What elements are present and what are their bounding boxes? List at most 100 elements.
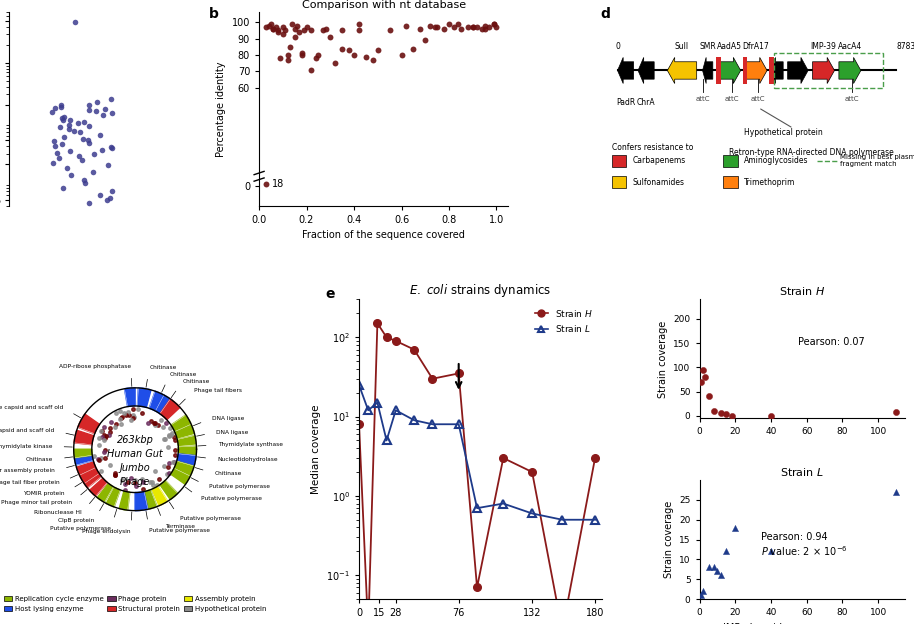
Point xyxy=(96,110,111,120)
Point xyxy=(55,139,69,149)
Point xyxy=(278,26,292,36)
Text: SMR: SMR xyxy=(699,42,716,51)
Bar xyxy=(774,53,883,88)
Point xyxy=(475,24,490,34)
Point xyxy=(52,122,67,132)
Point xyxy=(68,17,82,27)
Text: Thymidylate synthase: Thymidylate synthase xyxy=(218,442,282,447)
Point xyxy=(430,22,444,32)
Polygon shape xyxy=(177,454,197,465)
Point xyxy=(75,155,90,165)
Point xyxy=(352,19,367,29)
Point xyxy=(47,136,61,146)
Point xyxy=(51,154,66,163)
Point xyxy=(707,562,721,572)
Point xyxy=(81,99,96,109)
FancyArrow shape xyxy=(718,57,740,84)
Point xyxy=(82,137,97,147)
Point xyxy=(366,55,380,65)
Polygon shape xyxy=(83,473,101,488)
Point xyxy=(60,163,75,173)
Point xyxy=(335,26,349,36)
Point xyxy=(335,44,349,54)
Point xyxy=(710,567,725,577)
Point xyxy=(46,158,60,168)
Text: attC: attC xyxy=(751,96,766,102)
Point xyxy=(92,190,107,200)
Bar xyxy=(259,91,508,183)
Text: Jumbo: Jumbo xyxy=(120,463,151,473)
Bar xyxy=(769,57,774,84)
Polygon shape xyxy=(160,399,180,420)
Point xyxy=(477,24,492,34)
Point xyxy=(888,487,903,497)
Point xyxy=(477,21,492,31)
Text: Putative polymerase: Putative polymerase xyxy=(180,516,241,521)
Point xyxy=(694,377,708,387)
Y-axis label: Percentage identity: Percentage identity xyxy=(216,61,226,157)
Point xyxy=(696,365,710,375)
Text: Missing in best plasmid
fragment match: Missing in best plasmid fragment match xyxy=(840,154,914,167)
Text: Phage: Phage xyxy=(120,477,150,487)
Text: YOMIR protein: YOMIR protein xyxy=(24,490,65,495)
Point xyxy=(382,26,397,36)
Text: 0: 0 xyxy=(615,42,620,51)
Point xyxy=(266,24,281,34)
Point xyxy=(294,50,309,60)
Point xyxy=(482,22,496,32)
FancyArrow shape xyxy=(788,57,808,84)
Point xyxy=(290,21,304,31)
FancyArrow shape xyxy=(813,57,834,84)
Polygon shape xyxy=(155,395,172,415)
Point xyxy=(48,103,62,113)
Point xyxy=(71,152,86,162)
Point xyxy=(437,24,452,34)
FancyArrow shape xyxy=(618,57,633,84)
Polygon shape xyxy=(137,388,151,407)
Legend: Replication cycle enzyme, Host lysing enzyme, Phage protein, Structural protein,: Replication cycle enzyme, Host lysing en… xyxy=(1,593,269,615)
Title: Strain $\it{L}$: Strain $\it{L}$ xyxy=(781,466,824,478)
Point xyxy=(77,117,91,127)
Point xyxy=(304,65,319,75)
Text: Chitinase: Chitinase xyxy=(26,457,53,462)
Point xyxy=(406,44,420,54)
Text: Tail fiber assembly protein: Tail fiber assembly protein xyxy=(0,468,55,473)
Point xyxy=(63,115,78,125)
Text: Phage capsid and scaff old: Phage capsid and scaff old xyxy=(0,406,63,411)
Polygon shape xyxy=(77,462,96,475)
Point xyxy=(273,54,288,64)
Polygon shape xyxy=(149,391,164,411)
Point xyxy=(487,19,502,29)
Point xyxy=(719,547,734,557)
Text: ClpB protein: ClpB protein xyxy=(58,519,94,524)
Point xyxy=(287,24,302,34)
Text: 8783: 8783 xyxy=(896,42,914,51)
Polygon shape xyxy=(171,415,191,431)
Text: Phage endolysin: Phage endolysin xyxy=(82,529,131,534)
Text: 18: 18 xyxy=(272,180,284,190)
Text: b: b xyxy=(209,7,219,21)
Point xyxy=(701,562,716,572)
FancyArrow shape xyxy=(667,57,696,84)
Text: d: d xyxy=(600,7,610,21)
Point xyxy=(81,105,96,115)
Point xyxy=(76,134,90,144)
Bar xyxy=(611,176,626,188)
Text: Putative polymerase: Putative polymerase xyxy=(50,526,111,531)
Point xyxy=(764,411,779,421)
Point xyxy=(81,198,96,208)
Point xyxy=(57,112,71,122)
Polygon shape xyxy=(80,468,100,484)
Polygon shape xyxy=(124,388,135,407)
Point xyxy=(259,22,273,32)
Point xyxy=(50,148,65,158)
Bar xyxy=(723,176,738,188)
Text: DfrA17: DfrA17 xyxy=(743,42,770,51)
Bar xyxy=(723,155,738,167)
FancyArrow shape xyxy=(638,57,654,84)
Point xyxy=(62,120,77,130)
Text: Ribonuclease HI: Ribonuclease HI xyxy=(34,510,82,515)
Text: Pearson: 0.94: Pearson: 0.94 xyxy=(761,532,828,542)
Text: ADP-ribose phosphatase: ADP-ribose phosphatase xyxy=(58,364,131,369)
Point xyxy=(888,407,903,417)
